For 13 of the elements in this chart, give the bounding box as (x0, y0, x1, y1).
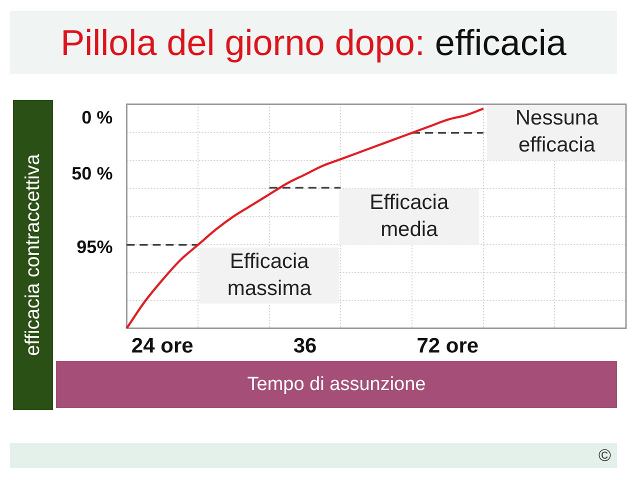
y-axis-title: efficacia contraccettiva (22, 154, 44, 356)
x-tick-label: 24 ore (131, 334, 194, 358)
x-tick-label: 72 ore (416, 334, 479, 358)
x-tick-label: 36 (293, 334, 317, 358)
x-axis-title: Tempo di assunzione (56, 361, 617, 408)
chart-title: Pillola del giorno dopo: efficacia (60, 22, 566, 64)
text: © (598, 446, 611, 466)
text: 50 % (72, 163, 113, 184)
annotation: Efficacia media (370, 191, 449, 242)
text: 95% (76, 236, 113, 257)
annotation: Nessuna efficacia (515, 106, 599, 157)
text: 0 % (82, 107, 113, 128)
annotation: Efficacia massima (227, 250, 312, 300)
